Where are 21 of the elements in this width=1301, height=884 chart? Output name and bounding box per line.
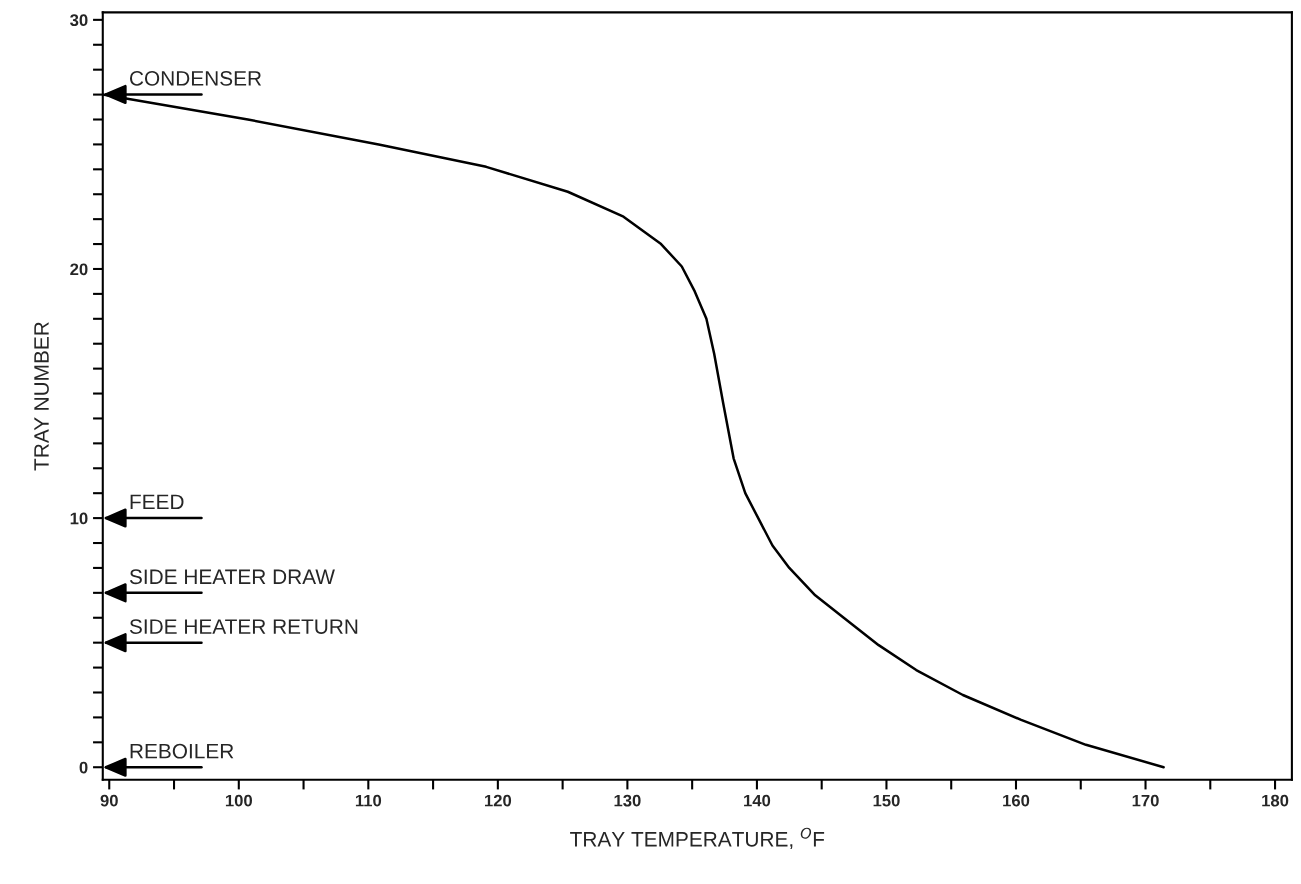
x-tick-label: 110	[355, 794, 382, 807]
x-tick-label: 170	[1132, 794, 1159, 807]
y-tick-label: 10	[70, 512, 88, 525]
y-tick-label: 0	[79, 761, 88, 774]
y-tick-label: 30	[70, 14, 88, 27]
annotation: SIDE HEATER DRAW	[129, 569, 335, 585]
annotation: SIDE HEATER RETURN	[129, 619, 358, 634]
x-tick-label: 100	[225, 794, 253, 807]
annotation: REBOILER	[130, 743, 234, 759]
x-tick-label: 150	[873, 794, 900, 807]
y-tick-label: 20	[70, 263, 88, 276]
annotation: CONDENSER	[130, 71, 262, 86]
y-axis-title: TRAY NUMBER	[34, 322, 49, 471]
x-tick-label: 140	[744, 794, 771, 807]
x-tick-label: 130	[614, 794, 641, 807]
x-tick-label: 90	[100, 794, 118, 807]
x-tick-label: 160	[1003, 794, 1030, 807]
x-tick-label: 120	[485, 794, 512, 807]
annotation: FEED	[130, 494, 184, 510]
x-axis-title: TRAY TEMPERATURE, $^{O}$F	[570, 827, 825, 850]
x-tick-label: 180	[1262, 794, 1289, 807]
